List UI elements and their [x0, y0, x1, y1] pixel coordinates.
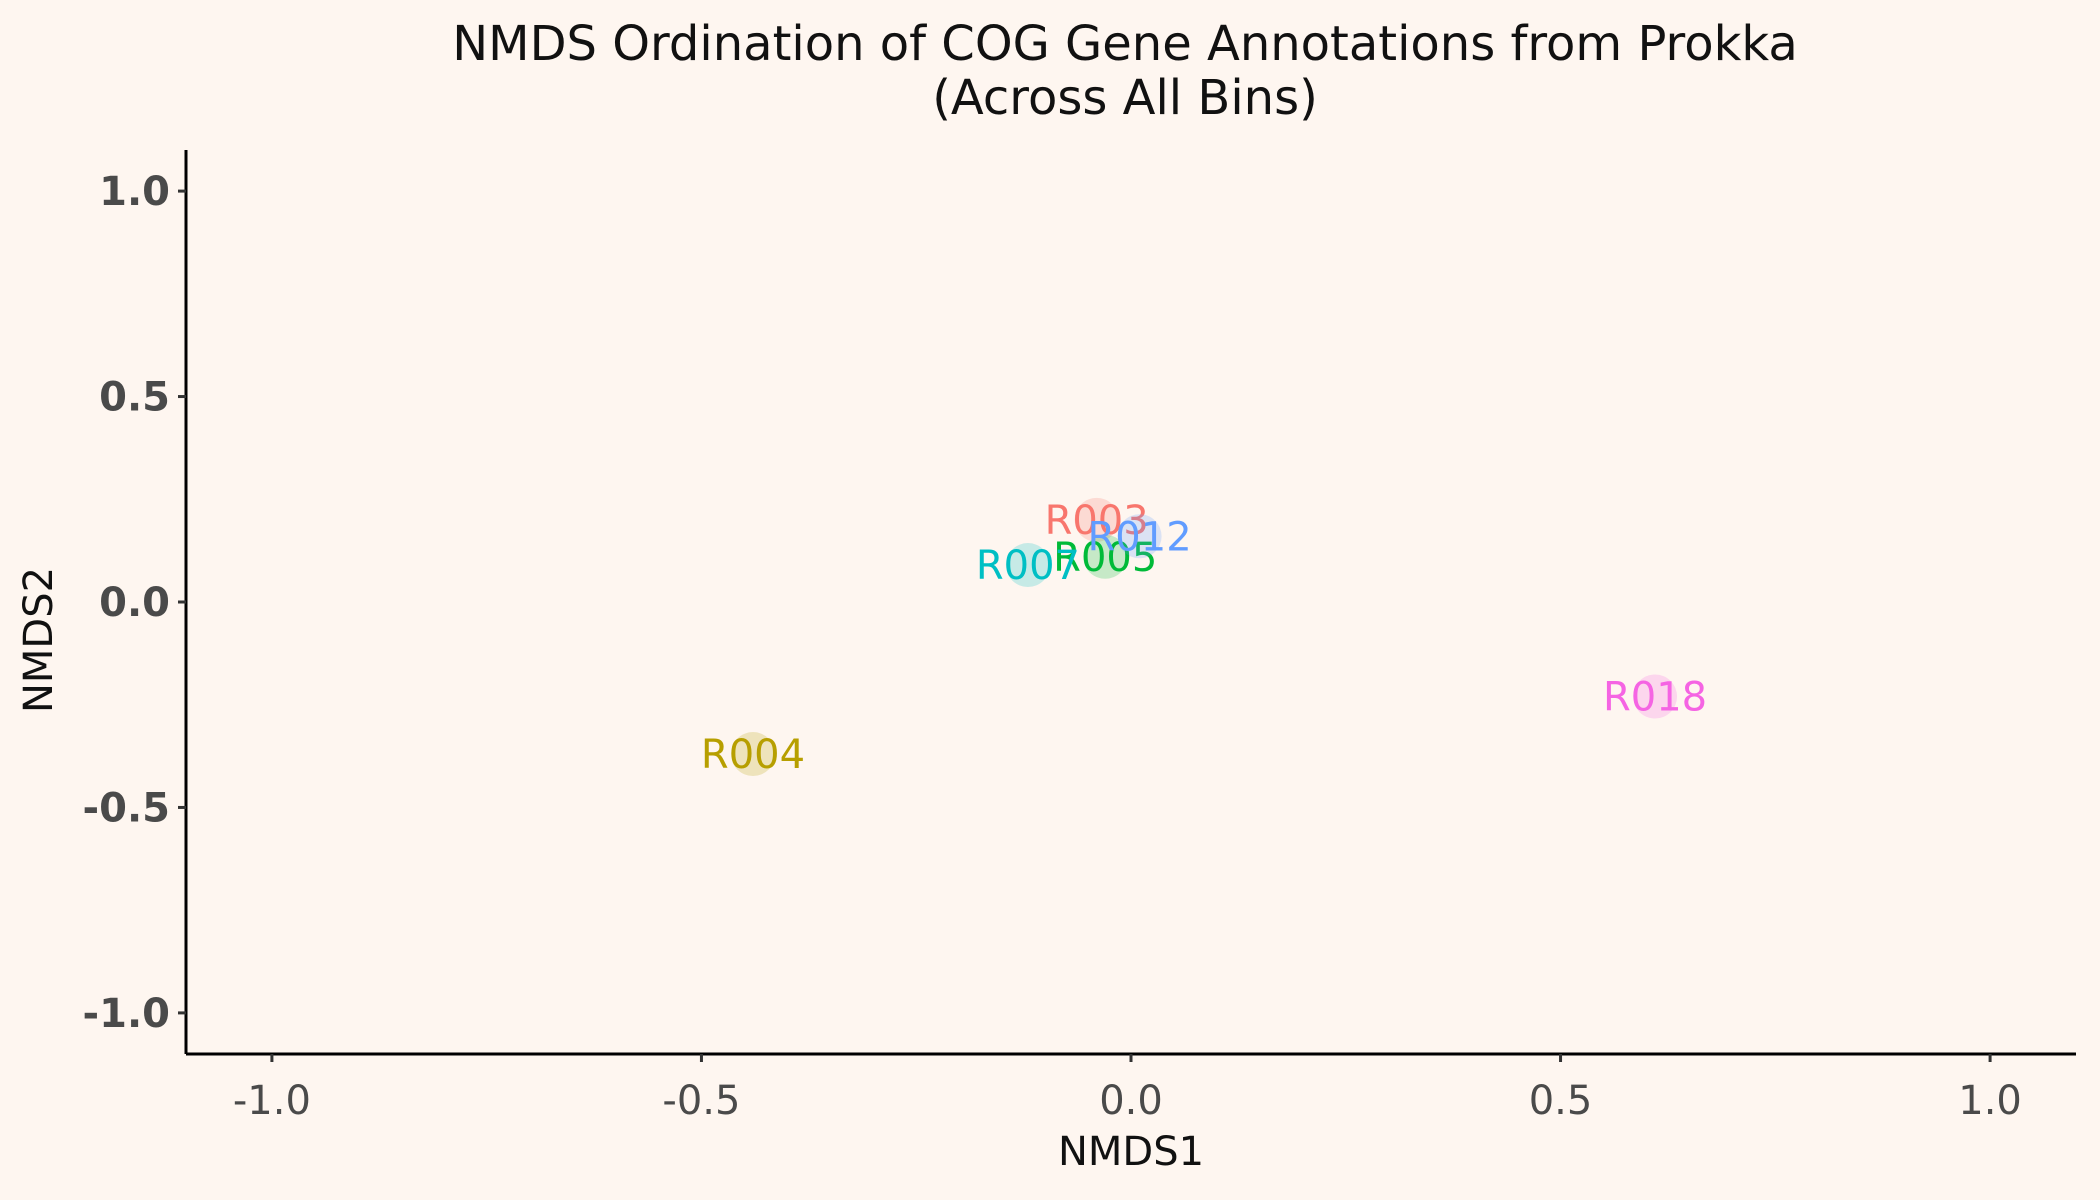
plot-area: -1.0-0.50.00.51.0-1.0 -0.5 0.0 0.5 1.0R003R0… — [83, 150, 2076, 1124]
y-tick-label: -0.5 — [83, 785, 170, 831]
x-tick-label: -1.0 — [233, 1078, 311, 1124]
data-label-r004: R004 — [701, 732, 805, 778]
data-label-r012: R012 — [1088, 514, 1192, 560]
data-point-r007 — [1005, 543, 1050, 588]
chart-title: NMDS Ordination of COG Gene Annotations … — [452, 16, 1798, 72]
x-tick-label: 1.0 — [1958, 1078, 2022, 1124]
y-tick-label: 0.5 — [99, 375, 170, 421]
y-axis-title: NMDS2 — [16, 567, 62, 713]
x-axis-title: NMDS1 — [1058, 1129, 1204, 1175]
data-label-r003: R003 — [1045, 498, 1149, 544]
data-point-r012 — [1117, 514, 1162, 559]
x-tick-label: -0.5 — [662, 1078, 740, 1124]
data-label-r007: R007 — [976, 543, 1080, 589]
y-tick-label: 1.0 — [99, 169, 170, 215]
data-point-r004 — [731, 732, 775, 777]
data-point-r005 — [1083, 534, 1128, 579]
data-label-r005: R005 — [1053, 535, 1157, 581]
data-label-r018: R018 — [1603, 675, 1707, 721]
data-point-r018 — [1633, 674, 1678, 719]
x-tick-label: 0.5 — [1529, 1078, 1593, 1124]
chart-subtitle: (Across All Bins) — [932, 70, 1318, 126]
y-tick-label: -1.0 — [83, 991, 170, 1037]
data-point-r003 — [1074, 497, 1119, 542]
x-tick-label: 0.0 — [1099, 1078, 1163, 1124]
y-tick-label: 0.0 — [99, 580, 170, 626]
